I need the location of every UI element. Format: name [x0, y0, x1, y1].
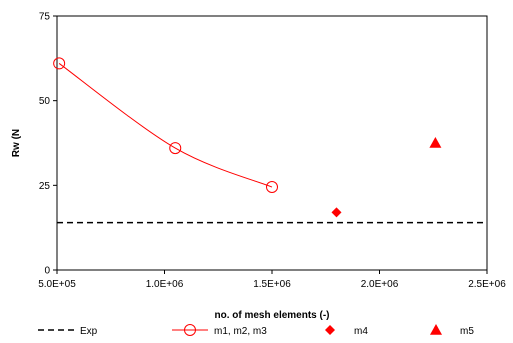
- legend-swatch-m4: [325, 325, 335, 335]
- x-tick-label: 1.0E+06: [146, 279, 184, 290]
- legend-label: m5: [460, 326, 474, 337]
- series-m123-point: [169, 142, 182, 155]
- series-m4-point: [331, 207, 342, 218]
- legend-swatch-m5: [430, 324, 442, 335]
- x-tick-label: 2.0E+06: [361, 279, 399, 290]
- legend: Exp m1, m2, m3 m4 m5: [38, 324, 474, 337]
- series-m123-line: [58, 63, 273, 188]
- y-tick-label: 25: [39, 181, 51, 192]
- y-tick-label: 50: [39, 96, 51, 107]
- x-axis-title: no. of mesh elements (-): [214, 310, 329, 321]
- series-m5-point: [429, 137, 442, 148]
- legend-label: m4: [354, 326, 368, 337]
- legend-label: Exp: [80, 326, 98, 337]
- x-tick-label: 5.0E+05: [38, 279, 76, 290]
- y-tick-label: 0: [44, 266, 50, 277]
- x-tick-label: 1.5E+06: [253, 279, 291, 290]
- y-axis-title: Rw (N: [11, 129, 22, 157]
- legend-swatch-m123-marker: [184, 324, 196, 336]
- plot-area: 0 25 50 75 5.0E+05 1.0E+06 1.5E+06 2.0E+06 2.5E+…: [38, 12, 506, 291]
- x-tick-label: 2.5E+06: [468, 279, 506, 290]
- plot-frame: [56, 15, 488, 271]
- series-m123-point: [266, 181, 278, 194]
- legend-label: m1, m2, m3: [214, 326, 267, 337]
- series-m123-point: [53, 57, 66, 70]
- y-tick-label: 75: [39, 12, 51, 23]
